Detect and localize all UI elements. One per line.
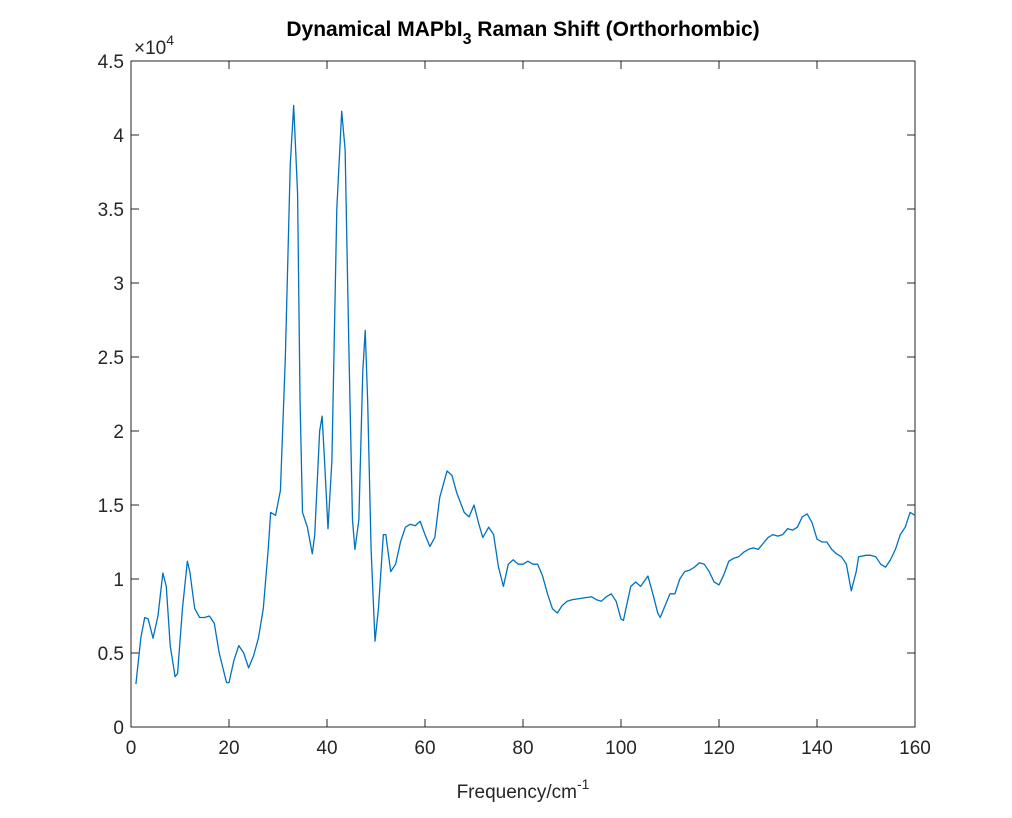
x-tick-label: 60 xyxy=(414,738,435,759)
title-text: Raman Shift (Orthorhombic) xyxy=(471,18,759,41)
y-tick-label: 4 xyxy=(113,126,124,147)
y-exponent: ×104 xyxy=(134,32,174,59)
title-subscript: 3 xyxy=(463,31,472,48)
x-tick-label: 160 xyxy=(899,738,931,759)
x-tick-label: 140 xyxy=(801,738,833,759)
plot-box xyxy=(130,60,916,728)
x-tick-label: 80 xyxy=(512,738,533,759)
y-tick-label: 0 xyxy=(113,718,124,739)
y-tick-label: 0.5 xyxy=(98,644,124,665)
x-axis-label: Frequency/cm-1 xyxy=(457,776,590,803)
data-line xyxy=(135,104,916,685)
y-tick-label: 4.5 xyxy=(98,52,124,73)
y-tick-label: 2 xyxy=(113,422,124,443)
y-exponent-power: 4 xyxy=(166,32,174,48)
x-tick-label: 40 xyxy=(316,738,337,759)
x-label-text: Frequency/cm xyxy=(457,782,577,803)
y-exponent-base: ×10 xyxy=(134,38,166,59)
y-tick-label: 3 xyxy=(113,274,124,295)
title-text: Dynamical MAPbI xyxy=(286,18,462,41)
y-tick-label: 3.5 xyxy=(98,200,124,221)
x-tick-label: 120 xyxy=(703,738,735,759)
y-tick-label: 1.5 xyxy=(98,496,124,517)
y-tick-label: 2.5 xyxy=(98,348,124,369)
y-tick-label: 1 xyxy=(113,570,124,591)
x-tick-label: 100 xyxy=(605,738,637,759)
x-tick-label: 0 xyxy=(126,738,137,759)
x-tick-label: 20 xyxy=(218,738,239,759)
chart-title: Dynamical MAPbI3 Raman Shift (Orthorhomb… xyxy=(286,18,759,48)
x-label-superscript: -1 xyxy=(577,776,590,792)
